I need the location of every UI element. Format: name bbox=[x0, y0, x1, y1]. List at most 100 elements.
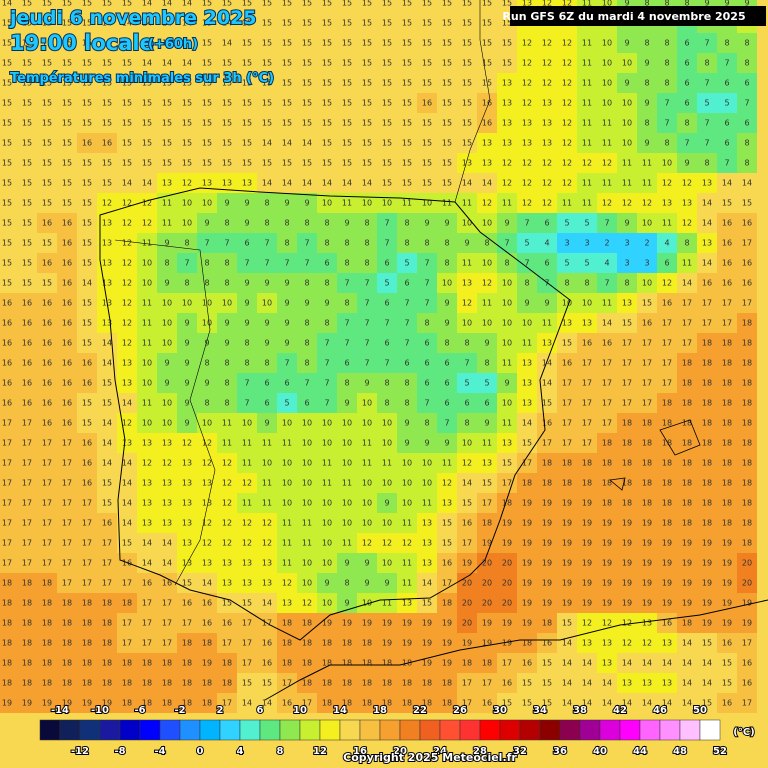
legend-label: -6 bbox=[134, 705, 145, 716]
temperature-value: 10 bbox=[262, 459, 272, 468]
temperature-value: 18 bbox=[182, 639, 192, 648]
temperature-cell bbox=[597, 33, 617, 53]
temperature-value: 14 bbox=[702, 199, 712, 208]
temperature-value: 8 bbox=[744, 39, 749, 48]
temperature-value: 19 bbox=[722, 619, 732, 628]
temperature-cell bbox=[717, 193, 737, 213]
temperature-value: 15 bbox=[282, 0, 292, 8]
temperature-value: 15 bbox=[722, 199, 732, 208]
temperature-cell bbox=[77, 213, 97, 233]
temperature-cell bbox=[357, 273, 377, 293]
temperature-value: 15 bbox=[42, 179, 52, 188]
temperature-value: 16 bbox=[42, 299, 52, 308]
legend-label: 38 bbox=[573, 705, 587, 716]
temperature-cell bbox=[237, 173, 257, 193]
temperature-cell bbox=[217, 133, 237, 153]
temperature-value: 9 bbox=[164, 379, 169, 388]
temperature-value: 17 bbox=[702, 319, 712, 328]
temperature-value: 17 bbox=[742, 639, 752, 648]
temperature-cell bbox=[477, 93, 497, 113]
temperature-value: 9 bbox=[284, 279, 289, 288]
temperature-cell bbox=[497, 113, 517, 133]
temperature-value: 18 bbox=[182, 659, 192, 668]
temperature-cell bbox=[217, 153, 237, 173]
temperature-cell bbox=[257, 253, 277, 273]
temperature-value: 16 bbox=[82, 459, 92, 468]
temperature-value: 17 bbox=[482, 499, 492, 508]
temperature-cell bbox=[517, 193, 537, 213]
temperature-value: 12 bbox=[522, 199, 532, 208]
temperature-value: 15 bbox=[102, 379, 112, 388]
temperature-value: 8 bbox=[524, 279, 529, 288]
temperature-value: 15 bbox=[422, 179, 432, 188]
temperature-value: 15 bbox=[322, 39, 332, 48]
temperature-value: 11 bbox=[602, 139, 612, 148]
temperature-value: 15 bbox=[422, 79, 432, 88]
temperature-value: 15 bbox=[102, 59, 112, 68]
temperature-value: 16 bbox=[722, 279, 732, 288]
temperature-value: 18 bbox=[62, 599, 72, 608]
temperature-cell bbox=[17, 93, 37, 113]
temperature-value: 17 bbox=[162, 639, 172, 648]
temperature-value: 18 bbox=[162, 699, 172, 708]
temperature-cell bbox=[57, 0, 77, 13]
temperature-value: 13 bbox=[102, 239, 112, 248]
temperature-value: 15 bbox=[302, 0, 312, 8]
temperature-value: 10 bbox=[302, 479, 312, 488]
temperature-value: 18 bbox=[662, 519, 672, 528]
temperature-value: 18 bbox=[722, 459, 732, 468]
temperature-cell bbox=[577, 233, 597, 253]
temperature-value: 19 bbox=[582, 579, 592, 588]
temperature-cell bbox=[657, 153, 677, 173]
temperature-value: 15 bbox=[122, 119, 132, 128]
temperature-value: 6 bbox=[304, 399, 309, 408]
temperature-value: 19 bbox=[562, 599, 572, 608]
temperature-value: 19 bbox=[742, 619, 752, 628]
temperature-cell bbox=[657, 133, 677, 153]
temperature-cell bbox=[277, 253, 297, 273]
temperature-cell bbox=[237, 313, 257, 333]
temperature-value: 18 bbox=[582, 459, 592, 468]
legend-swatch bbox=[699, 719, 721, 741]
temperature-value: 15 bbox=[82, 99, 92, 108]
temperature-value: 14 bbox=[522, 419, 532, 428]
temperature-value: 10 bbox=[362, 399, 372, 408]
temperature-cell bbox=[637, 213, 657, 233]
temperature-cell bbox=[257, 173, 277, 193]
temperature-value: 9 bbox=[204, 219, 209, 228]
temperature-cell bbox=[697, 113, 717, 133]
temperature-value: 15 bbox=[22, 279, 32, 288]
temperature-value: 13 bbox=[582, 639, 592, 648]
temperature-value: 8 bbox=[364, 219, 369, 228]
temperature-value: 9 bbox=[644, 59, 649, 68]
temperature-cell bbox=[77, 133, 97, 153]
temperature-value: 17 bbox=[622, 379, 632, 388]
temperature-cell bbox=[437, 153, 457, 173]
temperature-value: 15 bbox=[302, 59, 312, 68]
temperature-value: 17 bbox=[2, 539, 12, 548]
temperature-cell bbox=[477, 53, 497, 73]
temperature-cell bbox=[277, 313, 297, 333]
temperature-value: 9 bbox=[264, 339, 269, 348]
temperature-value: 12 bbox=[222, 479, 232, 488]
temperature-cell bbox=[37, 153, 57, 173]
temperature-value: 17 bbox=[102, 559, 112, 568]
temperature-value: 19 bbox=[682, 599, 692, 608]
temperature-value: 15 bbox=[262, 39, 272, 48]
temperature-value: 17 bbox=[642, 359, 652, 368]
temperature-value: 15 bbox=[262, 99, 272, 108]
temperature-value: 13 bbox=[562, 319, 572, 328]
temperature-cell bbox=[77, 73, 97, 93]
temperature-cell bbox=[37, 273, 57, 293]
temperature-cell bbox=[257, 193, 277, 213]
temperature-value: 9 bbox=[444, 299, 449, 308]
temperature-value: 14 bbox=[542, 359, 552, 368]
temperature-value: 20 bbox=[482, 579, 492, 588]
temperature-value: 18 bbox=[722, 399, 732, 408]
temperature-cell bbox=[597, 253, 617, 273]
temperature-value: 11 bbox=[642, 179, 652, 188]
temperature-cell bbox=[457, 193, 477, 213]
temperature-value: 15 bbox=[22, 139, 32, 148]
temperature-cell bbox=[657, 313, 677, 333]
legend-swatch bbox=[59, 719, 81, 741]
